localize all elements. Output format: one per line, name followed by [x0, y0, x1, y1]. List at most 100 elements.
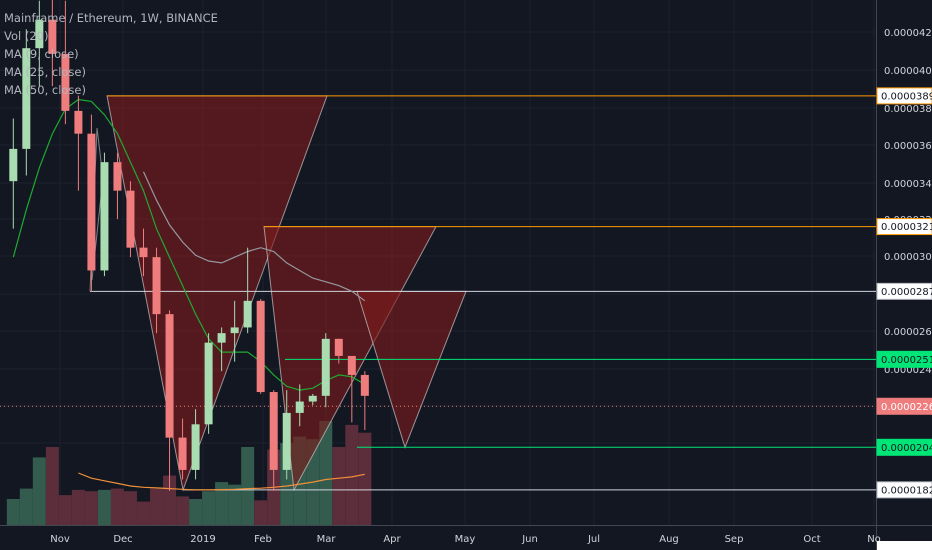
candle [165, 310, 174, 491]
candle [61, 0, 70, 125]
indicator-ma-50[interactable]: MA (50, close) [4, 83, 86, 97]
candle-body [295, 401, 304, 413]
candle [217, 327, 226, 372]
candle [204, 333, 213, 434]
volume-bar [58, 495, 72, 525]
candle [178, 418, 187, 480]
price-label-green: 0.00002512 [876, 350, 932, 368]
volume-bar [19, 488, 33, 525]
candle-body [360, 374, 369, 396]
indicator-ma-9[interactable]: MA (9, close) [4, 47, 79, 61]
volume-bar [332, 447, 346, 525]
price-label-cut [877, 541, 932, 550]
y-tick-label: 0.00004000 [884, 66, 932, 77]
volume-bar [189, 499, 203, 525]
candle-body [100, 162, 109, 271]
y-tick-label: 0.00002400 [884, 365, 932, 376]
ma-25-line [142, 171, 366, 302]
candle [321, 333, 330, 408]
price-label-text: 0.00002265 [881, 402, 932, 413]
candle-body [334, 338, 343, 356]
candle-body [230, 327, 239, 334]
volume-bar [228, 484, 242, 525]
candle-body [165, 314, 174, 438]
candle [113, 152, 122, 220]
candle [295, 384, 304, 427]
candle-body [87, 133, 96, 271]
candle [87, 114, 96, 292]
ma-50-line [78, 472, 365, 491]
candle-body [269, 392, 278, 470]
x-tick-label: No [867, 534, 881, 545]
candle [191, 409, 200, 480]
candle-body [61, 53, 70, 111]
y-tick-label: 0.00004200 [884, 28, 932, 39]
volume-bar [123, 491, 137, 525]
candle-body [204, 342, 213, 425]
y-tick-label: 0.00003800 [884, 104, 932, 115]
candle-body [178, 437, 187, 470]
x-tick-label: 2019 [190, 534, 215, 545]
y-tick-label: 0.00002600 [884, 327, 932, 338]
volume-bar [150, 488, 164, 525]
x-tick-label: May [455, 534, 476, 545]
price-label-box [876, 87, 932, 105]
price-label-text: 0.00001825 [881, 485, 932, 496]
candle [126, 181, 135, 258]
candle-body [243, 300, 252, 328]
price-label-green: 0.00002049 [876, 438, 932, 456]
indicator-ma-25[interactable]: MA (25, close) [4, 65, 86, 79]
price-label-orange: 0.00003211 [876, 218, 932, 236]
volume-bar [254, 500, 268, 525]
candle [100, 152, 109, 277]
price-label-box [876, 397, 932, 415]
volume-bar [84, 491, 98, 525]
candle-body [152, 257, 161, 315]
volume-bar [6, 499, 20, 525]
candle-body [48, 19, 57, 54]
indicator-volume[interactable]: Vol (20) [4, 29, 49, 43]
price-label-box [876, 481, 932, 499]
volume-bar [345, 424, 359, 525]
price-label-box [876, 350, 932, 368]
candle [9, 118, 18, 229]
price-label-last: 0.00002265 [876, 397, 932, 415]
x-tick-label: Jun [521, 534, 538, 545]
x-tick-label: Mar [317, 534, 337, 545]
candle-body [139, 247, 148, 258]
candle-body [282, 412, 291, 470]
volume-bar [97, 489, 111, 525]
volume-bar [32, 457, 46, 525]
x-tick-label: Feb [254, 534, 272, 545]
chart-legend: Mainframe / Ethereum, 1W, BINANCE Vol (2… [4, 9, 218, 99]
time-axis-background [0, 525, 876, 550]
candle [35, 0, 44, 87]
candle [139, 228, 148, 277]
y-tick-label: 0.00003400 [884, 179, 932, 190]
price-label-box [876, 282, 932, 300]
x-tick-label: Dec [113, 534, 132, 545]
volume-bar [241, 447, 255, 525]
volume-bar [137, 501, 150, 525]
x-tick-label: Apr [383, 534, 401, 545]
volume-bar [71, 489, 85, 525]
candle-body [191, 424, 200, 470]
candle-body [74, 110, 83, 134]
volume-bar [45, 447, 59, 525]
candles [9, 0, 369, 491]
candle-body [22, 48, 31, 149]
candle [230, 300, 239, 362]
volume-bar [202, 491, 216, 525]
candle [256, 298, 265, 394]
candle [243, 247, 252, 334]
candle-body [321, 338, 330, 396]
x-tick-label: Jul [587, 534, 600, 545]
volume-bar [215, 482, 229, 525]
price-label-text: 0.00003899 [881, 91, 932, 102]
candle-body [113, 162, 122, 191]
